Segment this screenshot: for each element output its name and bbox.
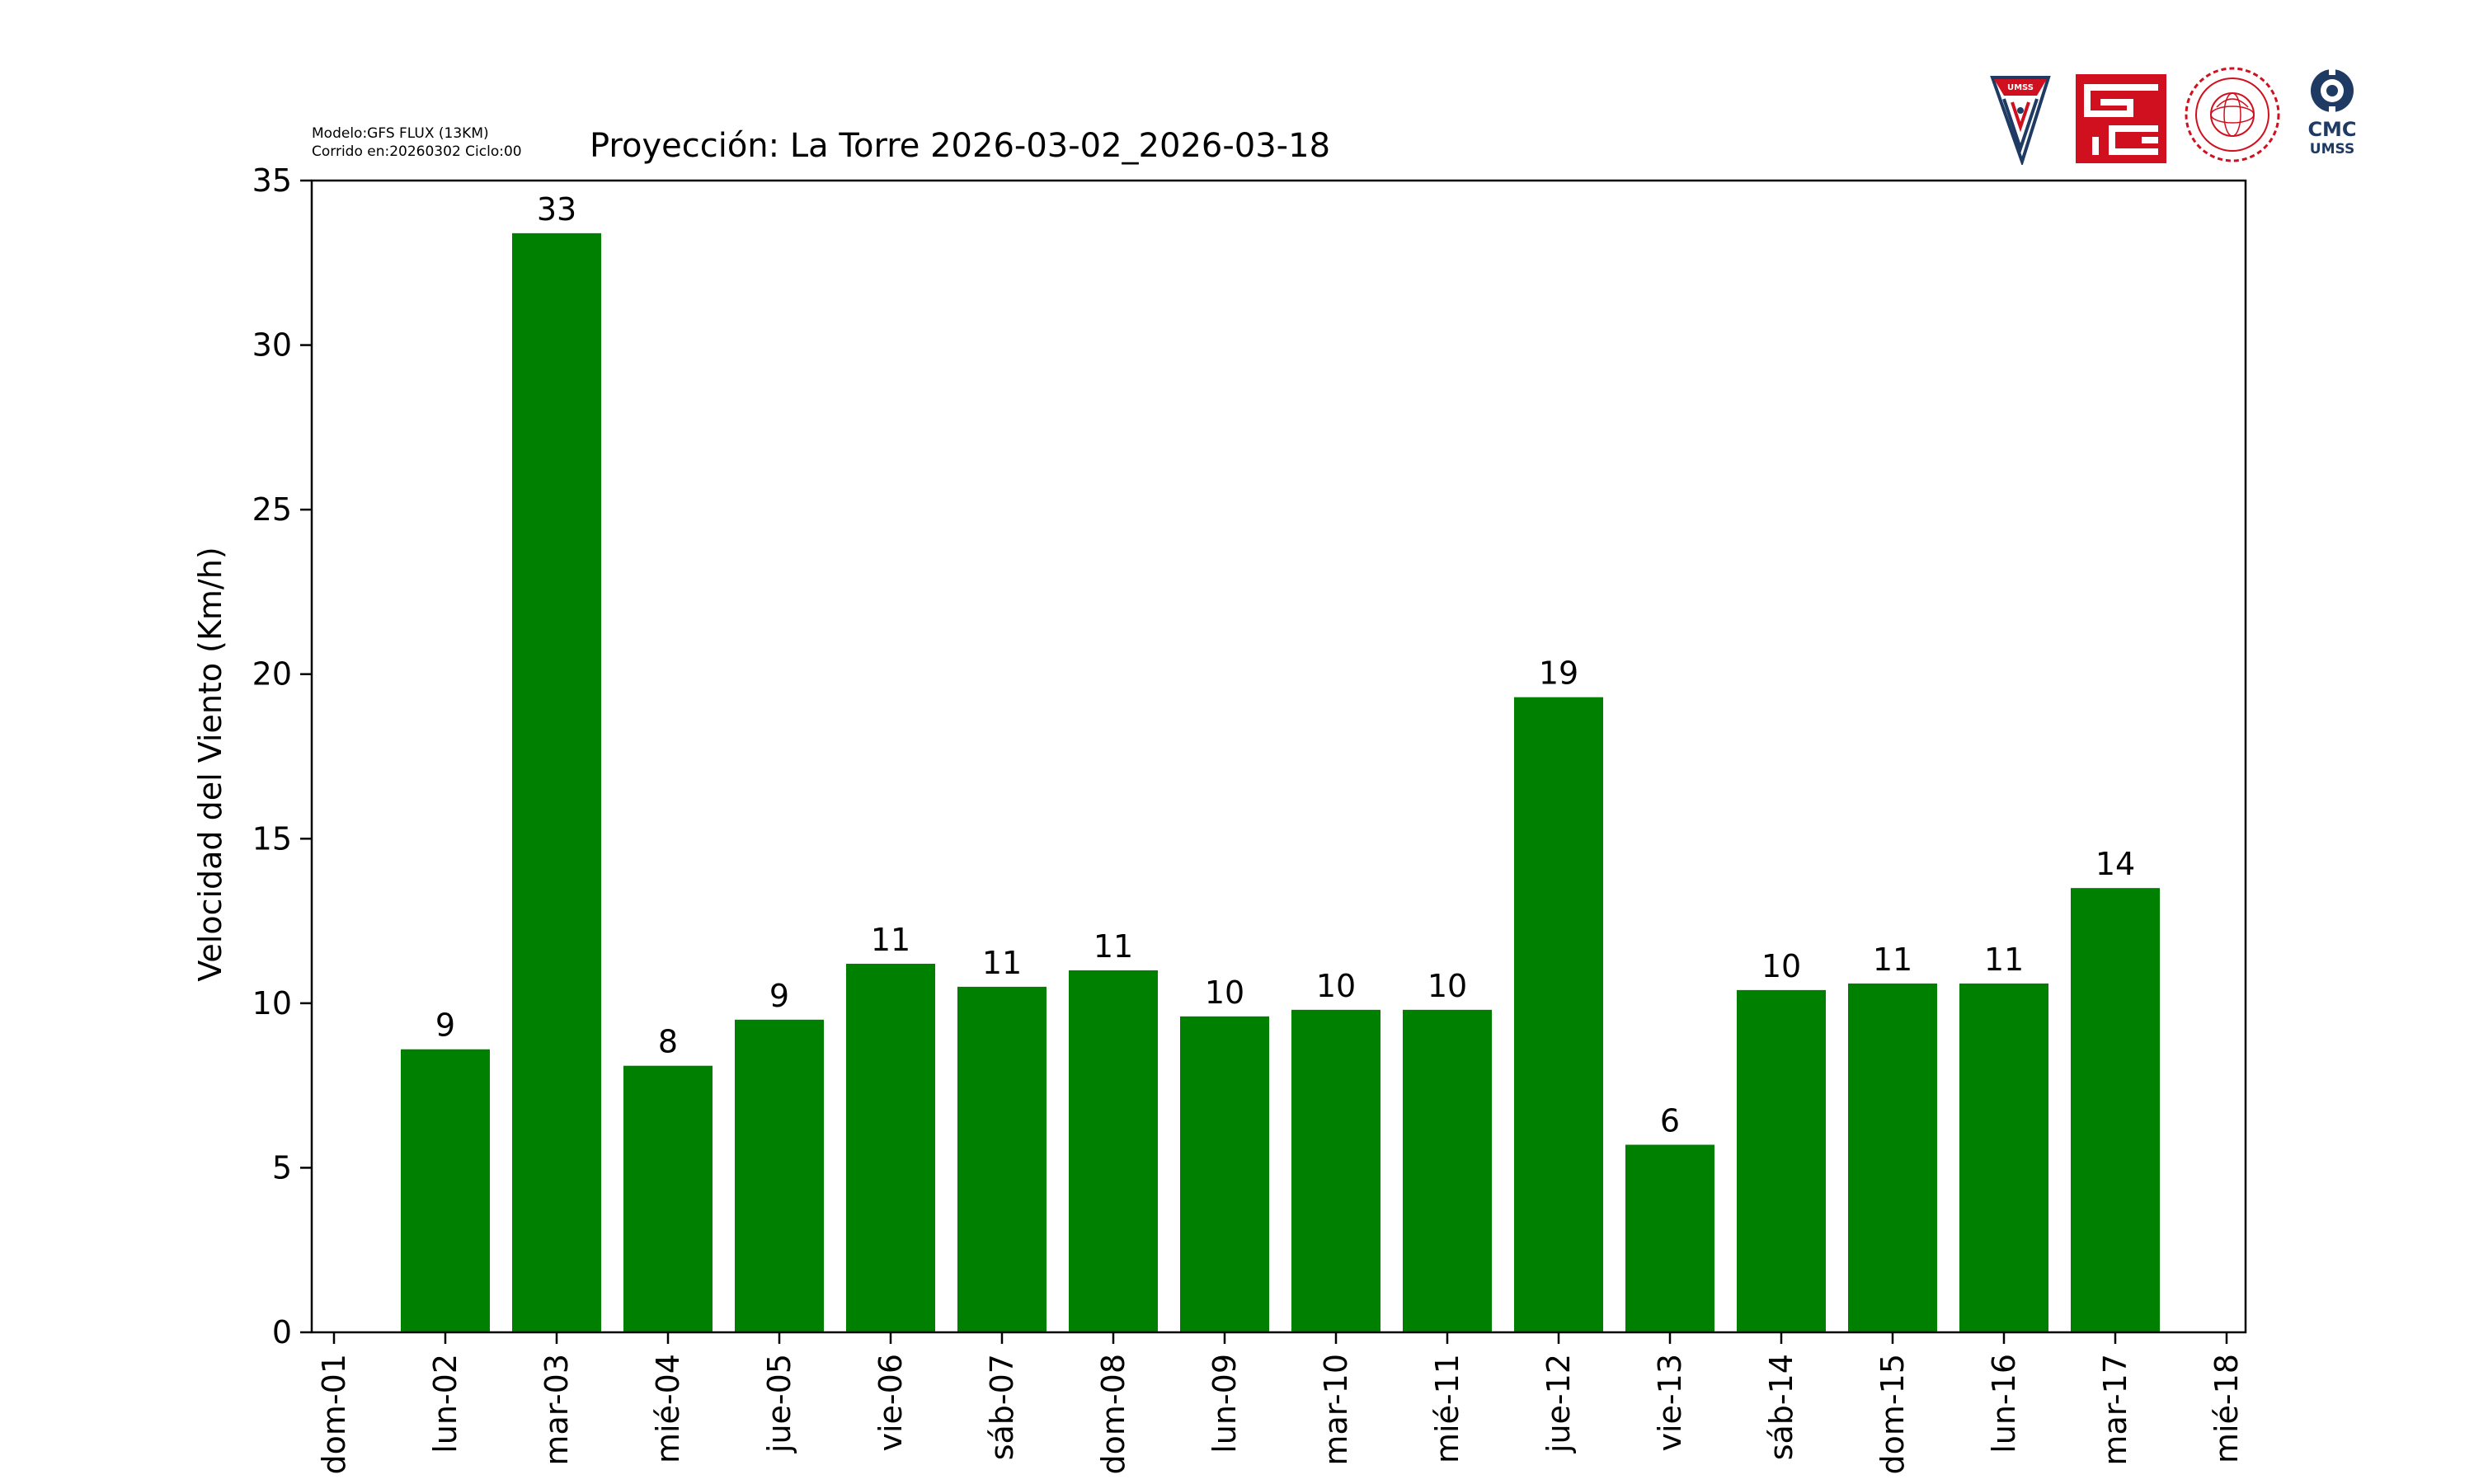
bar-vie-13: [1625, 1144, 1714, 1332]
bar-value-label: 9: [435, 1007, 455, 1044]
x-tick-label: jue-12: [1540, 1354, 1577, 1453]
cmc-logo-line2: UMSS: [2310, 141, 2354, 157]
x-tick-label: mié-11: [1429, 1354, 1465, 1463]
bar-sáb-07: [957, 986, 1047, 1332]
cmc-logo-line1: CMC: [2307, 118, 2356, 141]
bar-value-label: 11: [1094, 928, 1133, 965]
bar-jue-05: [735, 1019, 824, 1332]
x-tick-label: mié-04: [650, 1354, 686, 1463]
bar-lun-02: [401, 1049, 490, 1332]
x-tick-label: sáb-14: [1763, 1354, 1799, 1460]
bar-value-label: 14: [2095, 846, 2135, 882]
bar-value-label: 9: [769, 978, 789, 1014]
bar-value-label: 11: [871, 922, 910, 958]
chart-title: Proyección: La Torre 2026-03-02_2026-03-…: [590, 127, 1330, 165]
x-tick-label: mar-03: [539, 1354, 575, 1466]
run-info-text: Corrido en:20260302 Ciclo:00: [312, 143, 522, 160]
y-tick-label: 0: [272, 1314, 292, 1350]
model-info-text: Modelo:GFS FLUX (13KM): [312, 125, 489, 142]
plot-frame: [310, 179, 2247, 1334]
bar-dom-15: [1848, 983, 1937, 1332]
y-tick-label: 10: [252, 985, 292, 1021]
x-tick-label: dom-01: [316, 1354, 352, 1474]
department-logo: [2076, 74, 2166, 163]
x-tick-label: mié-18: [2208, 1354, 2245, 1463]
bar-dom-08: [1069, 970, 1158, 1332]
bar-value-label: 11: [982, 945, 1022, 981]
x-tick-label: sáb-07: [984, 1354, 1020, 1460]
bar-lun-09: [1180, 1016, 1269, 1332]
bar-value-label: 6: [1660, 1102, 1680, 1139]
y-axis-label: Velocidad del Viento (Km/h): [192, 547, 228, 981]
bar-sáb-14: [1737, 989, 1826, 1332]
bar-value-label: 10: [1761, 948, 1801, 984]
bar-lun-16: [1959, 983, 2048, 1332]
cmc-umss-logo: CMC UMSS: [2307, 68, 2357, 157]
x-tick-label: lun-09: [1206, 1354, 1243, 1453]
y-tick-label: 35: [252, 162, 292, 199]
bar-mar-10: [1291, 1009, 1380, 1332]
bar-value-label: 11: [1984, 942, 2024, 978]
y-tick-label: 25: [252, 491, 292, 528]
bar-jue-12: [1514, 697, 1603, 1332]
y-tick-label: 15: [252, 820, 292, 857]
bar-value-label: 19: [1539, 655, 1578, 692]
x-tick-label: vie-13: [1652, 1354, 1688, 1452]
x-tick-label: mar-10: [1318, 1354, 1354, 1466]
x-tick-label: dom-15: [1874, 1354, 1911, 1474]
bar-mar-17: [2071, 888, 2160, 1332]
bar-value-label: 8: [658, 1024, 678, 1060]
bar-value-label: 10: [1205, 974, 1244, 1011]
bar-value-label: 33: [537, 191, 576, 228]
y-tick-label: 30: [252, 327, 292, 364]
bar-mar-03: [512, 232, 601, 1333]
bar-mié-11: [1403, 1009, 1492, 1332]
bar-mié-04: [623, 1065, 713, 1332]
y-tick-label: 20: [252, 656, 292, 693]
x-tick-label: lun-02: [427, 1354, 463, 1453]
x-tick-label: mar-17: [2097, 1354, 2133, 1466]
bar-vie-06: [846, 963, 935, 1332]
umss-shield-logo: UMSS: [1990, 76, 2051, 165]
bar-value-label: 10: [1427, 968, 1467, 1004]
y-tick-label: 5: [272, 1149, 292, 1186]
bar-value-label: 10: [1316, 968, 1356, 1004]
x-tick-label: dom-08: [1095, 1354, 1131, 1474]
x-tick-label: jue-05: [761, 1354, 797, 1453]
x-tick-label: vie-06: [872, 1354, 909, 1452]
department-seal-logo: [2185, 67, 2280, 162]
svg-text:UMSS: UMSS: [2007, 83, 2034, 92]
x-tick-label: lun-16: [1986, 1354, 2022, 1453]
bar-value-label: 11: [1873, 942, 1912, 978]
